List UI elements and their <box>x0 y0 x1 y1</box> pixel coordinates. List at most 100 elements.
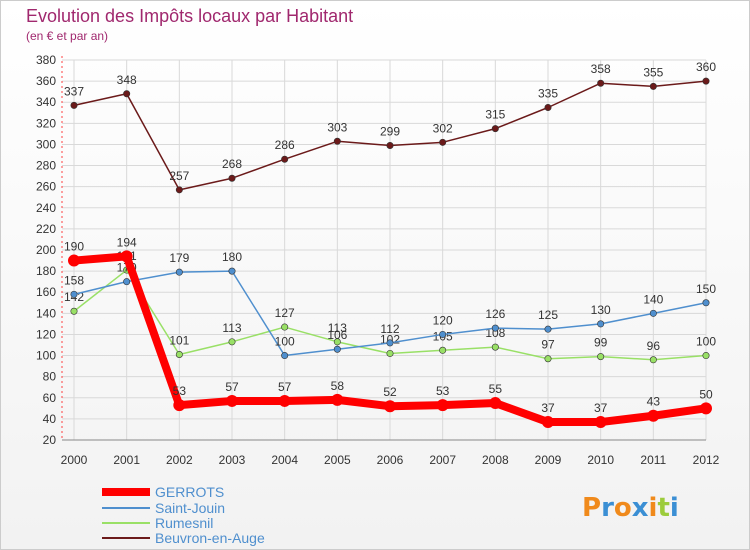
x-tick-label: 2012 <box>693 453 720 467</box>
data-label: 57 <box>225 380 239 394</box>
data-label: 268 <box>222 157 242 171</box>
data-point <box>70 307 78 315</box>
data-label: 130 <box>591 303 611 317</box>
y-tick-label: 240 <box>36 201 56 215</box>
data-label: 257 <box>169 169 189 183</box>
data-label: 99 <box>594 336 608 350</box>
data-label: 53 <box>436 384 450 398</box>
data-point <box>333 137 341 145</box>
proxiti-logo: Proxiti <box>582 493 679 523</box>
data-point <box>647 409 660 422</box>
data-point <box>228 267 236 275</box>
logo-letter: t <box>657 493 669 523</box>
data-label: 50 <box>699 387 713 401</box>
data-label: 286 <box>275 138 295 152</box>
data-point <box>120 250 133 263</box>
data-label: 140 <box>643 292 663 306</box>
y-tick-label: 120 <box>36 327 56 341</box>
data-label: 100 <box>275 335 295 349</box>
data-label: 97 <box>541 338 555 352</box>
y-tick-label: 220 <box>36 222 56 236</box>
plot-area: 20 40 60 80 100 120 140 160 180 200 220 240 260 280 30… <box>36 53 720 467</box>
data-point <box>649 356 657 364</box>
data-label: 43 <box>647 395 661 409</box>
chart-title: Evolution des Impôts locaux par Habitant <box>26 6 353 26</box>
data-label: 53 <box>173 384 187 398</box>
x-tick-label: 2002 <box>166 453 193 467</box>
data-point <box>491 125 499 133</box>
data-label: 303 <box>327 120 347 134</box>
data-point <box>594 416 607 429</box>
y-tick-label: 360 <box>36 74 56 88</box>
data-point <box>333 338 341 346</box>
y-tick-label: 20 <box>43 433 57 447</box>
data-point <box>491 324 499 332</box>
data-point <box>68 254 80 267</box>
data-point <box>281 352 289 360</box>
x-tick-label: 2007 <box>429 453 456 467</box>
y-tick-label: 160 <box>36 285 56 299</box>
y-tick-label: 300 <box>36 137 56 151</box>
data-point <box>281 323 289 331</box>
data-label: 360 <box>696 60 716 74</box>
logo-letter: i <box>670 493 679 523</box>
data-point <box>331 393 344 406</box>
x-tick-label: 2009 <box>535 453 562 467</box>
data-point <box>175 186 183 194</box>
x-tick-label: 2011 <box>640 453 666 467</box>
data-point <box>175 350 183 358</box>
legend-label-saint-jouin: Saint-Jouin <box>155 500 225 516</box>
data-label: 194 <box>117 235 137 249</box>
y-tick-label: 80 <box>43 370 57 384</box>
data-point <box>123 278 131 286</box>
x-tick-label: 2003 <box>219 453 246 467</box>
data-label: 335 <box>538 87 558 101</box>
legend: GERROTSSaint-JouinRumesnilBeuvron-en-Aug… <box>102 484 265 546</box>
data-label: 150 <box>696 282 716 296</box>
data-point <box>544 104 552 112</box>
data-point <box>386 339 394 347</box>
data-label: 299 <box>380 125 400 139</box>
data-point <box>597 79 605 87</box>
data-point <box>700 402 712 415</box>
data-point <box>702 77 710 85</box>
data-label: 112 <box>380 322 399 336</box>
data-label: 108 <box>485 326 505 340</box>
data-label: 100 <box>696 335 716 349</box>
data-point <box>597 353 605 361</box>
data-point <box>228 174 236 182</box>
data-label: 355 <box>643 65 663 79</box>
x-tick-label: 2008 <box>482 453 509 467</box>
legend-label-beuvron-en-auge: Beuvron-en-Auge <box>155 530 265 546</box>
data-point <box>439 330 447 338</box>
y-tick-label: 320 <box>36 116 56 130</box>
logo-letter: o <box>614 493 632 523</box>
x-tick-label: 2006 <box>377 453 404 467</box>
y-tick-label: 60 <box>43 391 57 405</box>
data-point <box>173 399 186 412</box>
data-label: 358 <box>591 62 611 76</box>
data-label: 126 <box>485 307 505 321</box>
data-point <box>544 325 552 333</box>
data-point <box>491 343 499 351</box>
x-tick-label: 2001 <box>113 453 140 467</box>
data-label: 179 <box>169 251 189 265</box>
legend-label-gerrots: GERROTS <box>155 484 224 500</box>
data-label: 302 <box>433 121 453 135</box>
y-tick-label: 40 <box>43 412 57 426</box>
data-point <box>489 397 502 410</box>
y-tick-label: 280 <box>36 159 56 173</box>
data-point <box>278 394 291 407</box>
data-point <box>436 399 449 412</box>
y-tick-label: 260 <box>36 180 56 194</box>
data-point <box>386 142 394 150</box>
data-label: 52 <box>383 385 397 399</box>
data-point <box>542 416 554 429</box>
data-label: 120 <box>433 313 453 327</box>
data-point <box>70 101 78 109</box>
data-point <box>123 90 131 98</box>
data-label: 37 <box>541 401 555 415</box>
x-tick-label: 2004 <box>271 453 298 467</box>
data-point <box>649 82 657 90</box>
